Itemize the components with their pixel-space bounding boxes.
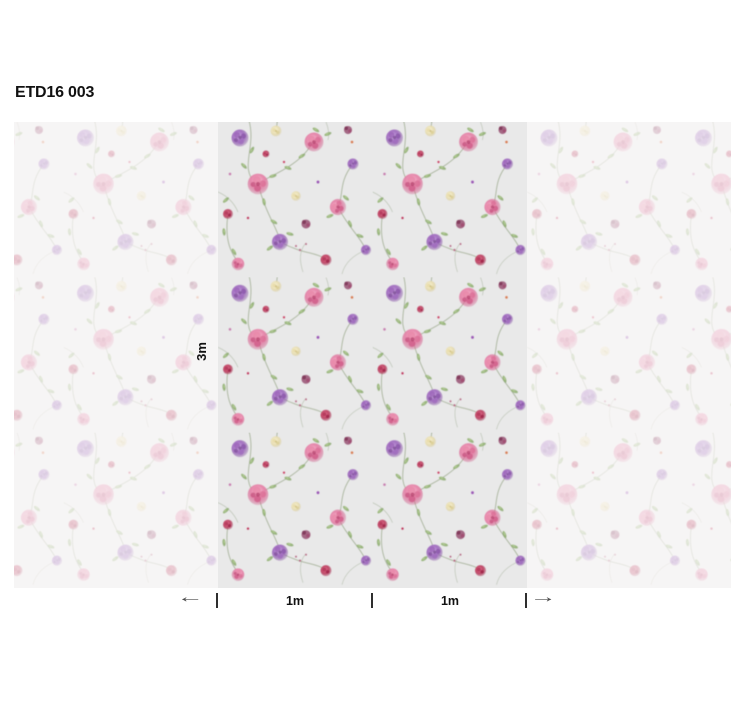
extend-right-arrow-icon: → — [529, 589, 557, 606]
floral-pattern-image — [14, 122, 731, 588]
ruler-tick — [371, 593, 373, 608]
wallpaper-preview — [14, 122, 731, 588]
width-dimension-label: 1m — [440, 594, 460, 608]
ruler-tick — [525, 593, 527, 608]
ruler-tick — [216, 593, 218, 608]
product-code: ETD16 003 — [15, 84, 95, 101]
height-dimension-label: 3m — [193, 342, 209, 361]
extend-left-arrow-icon: ← — [176, 589, 204, 606]
mural-panel — [218, 122, 527, 588]
width-dimension-label: 1m — [285, 594, 305, 608]
